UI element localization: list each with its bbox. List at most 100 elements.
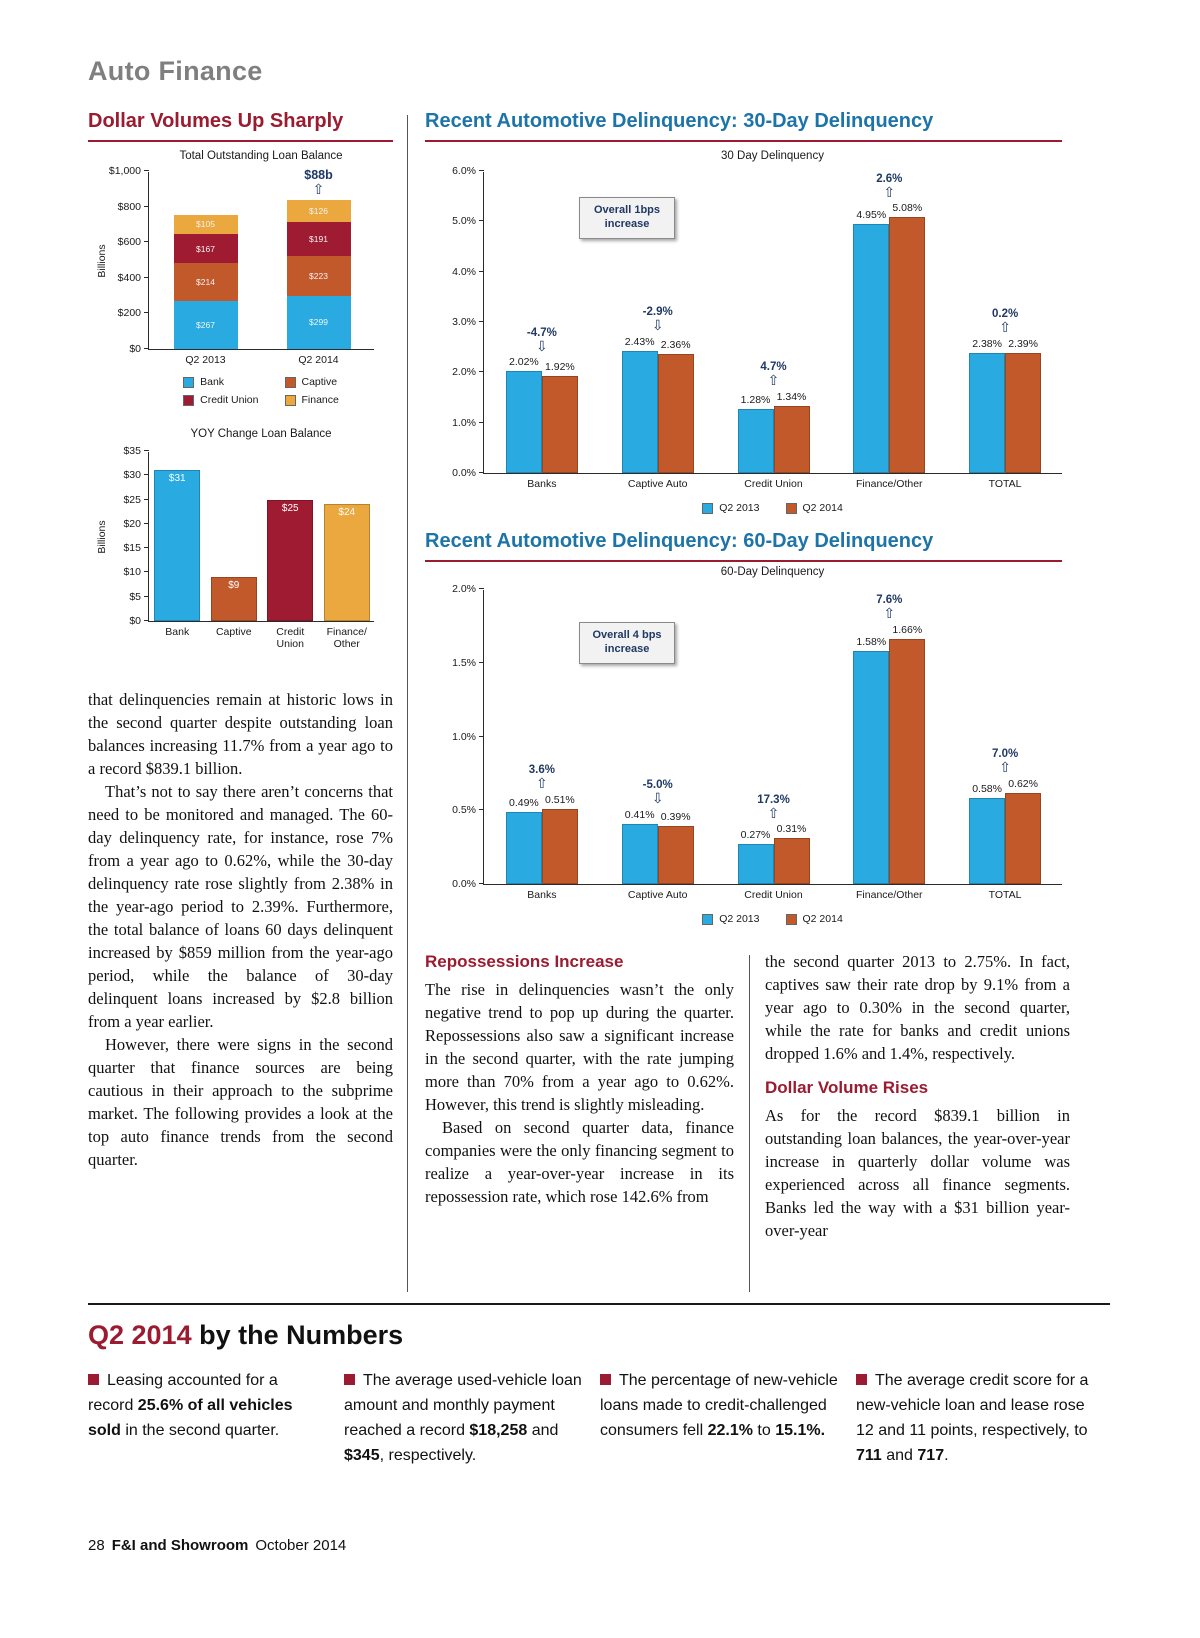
page-footer: 28 F&I and Showroom October 2014 — [88, 1537, 346, 1554]
chart-plot-area: 0.0% 1.0% 2.0% 3.0% 4.0% 5.0% 6.0% 2.02% 1.92% Ba… — [452, 165, 1062, 490]
y-tick-label: $1,000 — [108, 165, 141, 177]
legend-label: Captive — [301, 376, 338, 388]
y-tick-mark — [479, 421, 484, 423]
change-annotation: 7.6% ⇧ — [844, 594, 934, 621]
change-annotation: -4.7% ⇩ — [497, 327, 587, 354]
item-text: in the second quarter. — [120, 1422, 280, 1439]
bar — [621, 350, 658, 473]
x-axis-category-label: Banks — [527, 889, 557, 901]
bar-value-label: 5.08% — [892, 202, 923, 215]
y-tick-label: $10 — [123, 566, 141, 579]
legend-label: Q2 2014 — [802, 502, 843, 514]
legend-item: Q2 2013 — [702, 913, 760, 925]
section-rule — [88, 1303, 1110, 1305]
change-annotation-value: -5.0% — [642, 778, 673, 791]
chart-title: 60-Day Delinquency — [720, 566, 825, 578]
y-tick-label: 1.5% — [452, 656, 476, 669]
change-annotation-value: 7.6% — [876, 594, 903, 607]
stacked-bar-segment: $214 — [173, 263, 238, 302]
chart-legend: Bank Credit Union Captive Finance — [148, 376, 374, 406]
left-column-heading: Dollar Volumes Up Sharply — [88, 110, 393, 142]
y-tick-label: 0.5% — [452, 804, 476, 817]
change-annotation: 0.2% ⇧ — [960, 308, 1050, 335]
bar — [969, 798, 1006, 884]
bullet-square-icon — [344, 1374, 355, 1385]
highlight-stat: 711 — [856, 1447, 882, 1464]
y-tick-mark — [144, 450, 149, 451]
legend-item: Q2 2014 — [785, 502, 843, 514]
middle-paragraphs: The rise in delinquencies wasn’t the onl… — [425, 978, 734, 1208]
change-annotation: 2.6% ⇧ — [844, 173, 934, 200]
growth-annotation: $88b ⇧ — [274, 168, 364, 197]
bar — [853, 650, 890, 884]
bar-value-label: 2.02% — [509, 356, 539, 369]
highlight-stat: $18,258 — [469, 1422, 528, 1439]
change-annotation-value: 17.3% — [757, 793, 790, 806]
bar-value-label: 0.51% — [545, 793, 575, 806]
chart-total-outstanding-loan-balance: Total Outstanding Loan Balance $0 $200 $400… — [88, 150, 393, 422]
bar-segment-value: $299 — [309, 317, 328, 328]
legend-swatch-icon — [702, 913, 714, 925]
bar-value-label: 0.58% — [972, 783, 1002, 796]
repossessions-heading: Repossessions Increase — [425, 952, 624, 971]
change-annotation-value: 7.0% — [991, 747, 1019, 760]
item-text: to — [752, 1422, 776, 1439]
chart-yoy-change-loan-balance: YOY Change Loan Balance $0 $5 $10 $15 $20 $25 $… — [88, 428, 393, 663]
x-axis-category-label: TOTAL — [988, 478, 1022, 490]
y-tick-mark — [479, 371, 484, 373]
chart-plot-area: 0.0% 0.5% 1.0% 1.5% 2.0% 0.49% 0.51% Banks 3.6% ⇧… — [452, 583, 1062, 901]
bar-value-label: 1.28% — [740, 393, 771, 406]
right-text-column: the second quarter 2013 to 2.75%. In fac… — [765, 950, 1070, 1242]
y-tick-label: $0 — [129, 343, 141, 355]
x-axis-category-label: Captive Auto — [627, 478, 688, 490]
y-tick-mark — [144, 276, 149, 278]
change-annotation: 7.0% ⇧ — [960, 748, 1050, 775]
legend-swatch-icon — [785, 502, 797, 514]
bar-segment-value: $105 — [196, 219, 215, 230]
bar — [889, 639, 926, 884]
up-arrow-icon: ⇧ — [536, 775, 548, 792]
bar-value-label: 1.92% — [545, 361, 575, 374]
y-tick-mark — [479, 661, 484, 663]
y-tick-label: $15 — [123, 542, 141, 555]
legend-label: Q2 2013 — [719, 502, 760, 514]
overall-change-note: Overall 4 bps increase — [579, 622, 675, 664]
x-axis-category-label: Q2 2013 — [185, 354, 226, 366]
text-column-divider — [749, 955, 750, 1292]
bar-value-label: 4.95% — [856, 208, 887, 221]
y-tick-mark — [144, 312, 149, 314]
y-tick-label: 4.0% — [452, 265, 476, 278]
y-tick-label: $35 — [123, 445, 141, 457]
legend-column: Bank Credit Union — [183, 376, 259, 406]
item-text: The average used-vehicle loan amount and… — [344, 1372, 582, 1439]
y-tick-label: 5.0% — [452, 215, 476, 228]
change-annotation-value: -4.7% — [526, 326, 557, 339]
y-tick-mark — [479, 220, 484, 222]
y-tick-label: $200 — [117, 307, 141, 320]
y-tick-mark — [479, 170, 484, 171]
chart-30-day-delinquency: 30 Day Delinquency 0.0% 1.0% 2.0% 3.0% 4.0% 5.… — [425, 150, 1070, 550]
down-arrow-icon: ⇩ — [651, 789, 664, 806]
y-tick-label: 2.0% — [452, 583, 476, 595]
y-tick-label: 1.0% — [452, 416, 476, 429]
up-arrow-icon: ⇧ — [767, 371, 780, 388]
chart-plot-area: $0 $200 $400 $600 $800 $1,000 $267 $214 $167 $105… — [109, 165, 374, 366]
y-tick-label: $400 — [117, 271, 141, 284]
y-tick-mark — [479, 588, 484, 589]
legend-label: Q2 2014 — [802, 913, 843, 925]
bar-value-label: 0.27% — [740, 829, 771, 842]
numbers-heading-quarter: Q2 2014 — [88, 1320, 192, 1350]
bar — [621, 823, 658, 884]
bar-value-label: 0.31% — [776, 823, 807, 836]
down-arrow-icon: ⇩ — [536, 337, 548, 354]
legend-swatch-icon — [785, 913, 797, 925]
y-tick-mark — [479, 270, 484, 272]
highlight-stat: 25.6% of all vehicles sold — [88, 1397, 293, 1439]
body-paragraph: that delinquencies remain at historic lo… — [88, 690, 393, 778]
bar — [969, 353, 1006, 473]
bar-value-label: 2.38% — [972, 338, 1002, 351]
issue-date: October 2014 — [255, 1537, 347, 1554]
chart-title: 30 Day Delinquency — [721, 150, 824, 162]
item-text: . — [944, 1447, 949, 1464]
y-tick-label: $25 — [123, 493, 141, 506]
